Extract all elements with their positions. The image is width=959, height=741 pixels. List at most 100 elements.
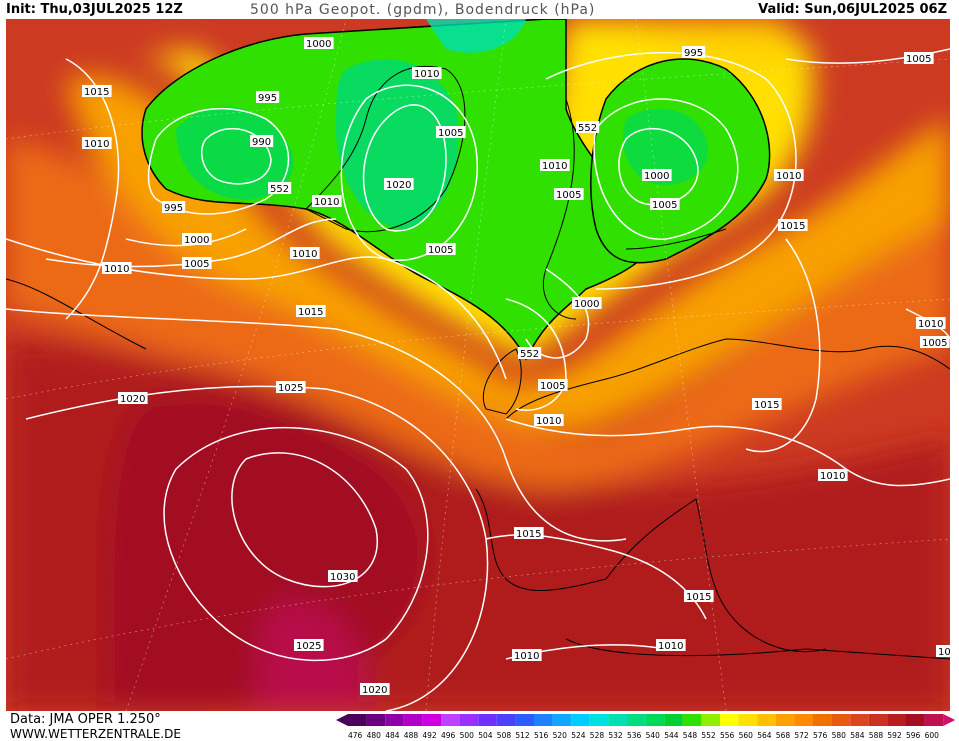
isobar-label-text: 1015 xyxy=(516,529,541,540)
scale-color-box xyxy=(868,714,888,726)
isobar-990-west xyxy=(200,128,272,185)
isobar-label: 1005 xyxy=(426,243,456,256)
isobar-label: 1015 xyxy=(82,85,112,98)
isobar-label: 1005 xyxy=(538,379,568,392)
scale-value-label: 560 xyxy=(739,731,754,740)
scale-value-label: 492 xyxy=(422,731,437,740)
graticule xyxy=(6,19,950,711)
scale-value-label: 520 xyxy=(553,731,568,740)
isobar-1000-scand xyxy=(618,127,699,206)
scale-color-box xyxy=(850,714,869,726)
isobar-label-text: 1010 xyxy=(314,197,339,208)
isobar-label-text: 1005 xyxy=(556,190,581,201)
scale-value-label: 512 xyxy=(515,731,530,740)
scale-value-label: 600 xyxy=(925,731,940,740)
isobar-label: 1020 xyxy=(384,178,414,191)
scale-value-label: 524 xyxy=(571,731,586,740)
isobar-1005-west xyxy=(45,218,337,268)
isobar-label: 1010 xyxy=(916,317,946,330)
isobar-label: 1005 xyxy=(650,198,680,211)
scale-value-label: 548 xyxy=(683,731,698,740)
color-scale-legend: 476 480 484 488 492 496 500 504 508 512 516 520 524 5… xyxy=(336,714,956,740)
isobar-label: 1000 xyxy=(182,233,212,246)
isobar-label-text: 1025 xyxy=(296,641,321,652)
scale-color-box xyxy=(720,714,739,726)
data-source-label: Data: JMA OPER 1.250° xyxy=(10,712,161,727)
isobar-label: 1010 xyxy=(818,469,848,482)
scale-color-box xyxy=(924,714,944,726)
isobar-label: 1015 xyxy=(296,305,326,318)
isobar-label-text: 1015 xyxy=(754,400,779,411)
scale-color-box xyxy=(515,714,534,726)
chart-footer: Data: JMA OPER 1.250° WWW.WETTERZENTRALE… xyxy=(0,711,959,741)
isobar-label-text: 1000 xyxy=(184,235,209,246)
isobar-label-text: 1000 xyxy=(306,39,331,50)
scale-value-label: 544 xyxy=(664,731,679,740)
scale-arrow-right xyxy=(943,714,956,726)
isobar-label: 10 xyxy=(936,645,950,658)
isobar-label: 1000 xyxy=(642,169,672,182)
isobar-label: 552 xyxy=(518,347,542,360)
scale-value-label: 572 xyxy=(794,731,809,740)
isobar-label: 995 xyxy=(256,91,280,104)
isobar-label-text: 1005 xyxy=(922,338,947,349)
scale-color-box xyxy=(422,714,441,726)
isobar-1005-north-sea xyxy=(505,298,567,411)
isobar-label-text: 1030 xyxy=(330,572,355,583)
scale-value-label: 556 xyxy=(720,731,735,740)
isobar-label: 552 xyxy=(268,182,292,195)
isobar-label-text: 1010 xyxy=(414,69,439,80)
isobar-1020 xyxy=(25,385,489,711)
isobar-label: 1010 xyxy=(312,195,342,208)
scale-color-box xyxy=(794,714,813,726)
isobar-label-text: 1010 xyxy=(658,641,683,652)
isobar-label-text: 1020 xyxy=(120,394,145,405)
isobar-1010-greenland xyxy=(362,104,447,232)
scale-color-box xyxy=(552,714,572,726)
isobar-label-text: 1025 xyxy=(278,383,303,394)
scale-color-box xyxy=(664,714,683,726)
isobar-label: 1020 xyxy=(360,683,390,696)
scale-value-label: 536 xyxy=(627,731,642,740)
isobar-label-text: 552 xyxy=(520,349,539,360)
scale-color-box xyxy=(348,714,367,726)
isobar-label-text: 1015 xyxy=(84,87,109,98)
isobar-label-text: 1005 xyxy=(652,200,677,211)
isobar-1025 xyxy=(163,426,429,662)
scale-color-box xyxy=(608,714,627,726)
scale-color-box xyxy=(366,714,386,726)
isobar-label-text: 995 xyxy=(164,203,183,214)
isobar-1000-west xyxy=(125,228,247,247)
scale-color-box xyxy=(813,714,832,726)
isobar-label-text: 1005 xyxy=(428,245,453,256)
scale-value-label: 592 xyxy=(887,731,902,740)
scale-value-label: 540 xyxy=(646,731,661,740)
isobar-1005-north xyxy=(785,48,950,64)
scale-color-box xyxy=(775,714,795,726)
scale-value-label: 504 xyxy=(478,731,493,740)
isobar-label: 1010 xyxy=(290,247,320,260)
isobar-label-text: 1005 xyxy=(184,259,209,270)
isobar-label: 1010 xyxy=(540,159,570,172)
isobar-label-text: 1005 xyxy=(540,381,565,392)
scale-color-box xyxy=(738,714,758,726)
isobar-label-text: 1010 xyxy=(776,171,801,182)
isobar-label-text: 1005 xyxy=(906,54,931,65)
scale-value-label: 584 xyxy=(850,731,865,740)
scale-color-box xyxy=(496,714,516,726)
scale-color-box xyxy=(757,714,776,726)
scale-value-label: 552 xyxy=(701,731,716,740)
scale-value-label: 508 xyxy=(497,731,512,740)
isobar-label-text: 1000 xyxy=(644,171,669,182)
isobar-label: 1005 xyxy=(554,188,584,201)
scale-value-label: 484 xyxy=(385,731,400,740)
isobar-label: 552 xyxy=(576,121,600,134)
isobar-label: 1000 xyxy=(572,297,602,310)
isobar-label: 995 xyxy=(682,46,706,59)
isobars xyxy=(6,48,950,711)
isobar-label: 1010 xyxy=(512,649,542,662)
isobar-label: 1015 xyxy=(514,527,544,540)
isobar-label: 1010 xyxy=(656,639,686,652)
isobar-label: 1005 xyxy=(920,336,950,349)
scale-color-box xyxy=(887,714,906,726)
